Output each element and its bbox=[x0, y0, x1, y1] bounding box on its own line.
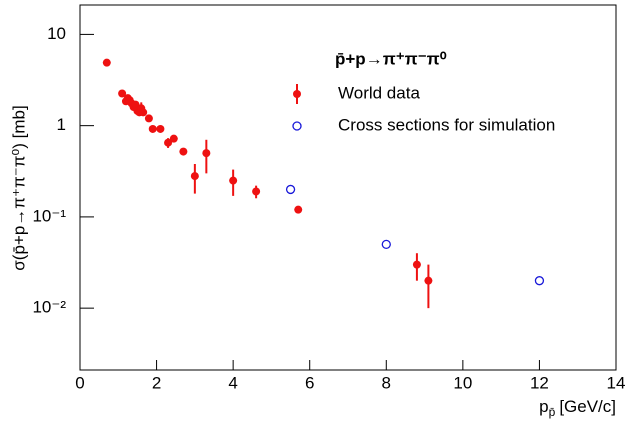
data-point bbox=[139, 108, 148, 117]
data-point bbox=[285, 184, 296, 195]
x-tick-label: 2 bbox=[152, 373, 161, 392]
data-point bbox=[169, 134, 178, 143]
data-point bbox=[179, 147, 188, 156]
y-axis-label: σ(p̄+p→π⁺π⁻π⁰) [mb] bbox=[9, 105, 28, 270]
data-point bbox=[534, 276, 545, 286]
data-point bbox=[202, 149, 211, 158]
y-tick-label: 10⁻² bbox=[32, 298, 66, 317]
data-point bbox=[118, 89, 127, 98]
data-point bbox=[102, 58, 111, 67]
x-tick-label: 12 bbox=[530, 373, 549, 392]
data-point bbox=[412, 260, 421, 269]
x-label-unit: [GeV/c] bbox=[559, 397, 616, 416]
x-tick-label: 4 bbox=[228, 373, 237, 392]
y-tick-label: 1 bbox=[57, 115, 66, 134]
data-point bbox=[424, 276, 433, 285]
data-point bbox=[144, 114, 153, 123]
legend-title: p̄+p→π⁺π⁻π⁰ bbox=[335, 49, 447, 68]
x-tick-label: 0 bbox=[75, 373, 84, 392]
x-tick-label: 8 bbox=[382, 373, 391, 392]
x-axis-label: pp̄ [GeV/c] bbox=[539, 397, 616, 419]
data-point bbox=[131, 100, 140, 109]
data-point bbox=[164, 138, 173, 147]
y-tick-label: 10 bbox=[47, 24, 66, 43]
legend-marker bbox=[292, 121, 302, 131]
legend-label: World data bbox=[338, 83, 420, 102]
legend-label: Cross sections for simulation bbox=[338, 115, 555, 134]
data-point bbox=[229, 176, 238, 185]
data-point bbox=[148, 124, 157, 133]
x-tick-label: 14 bbox=[607, 373, 626, 392]
data-point bbox=[294, 205, 303, 214]
legend-marker bbox=[293, 90, 301, 98]
y-tick-label: 10⁻¹ bbox=[32, 206, 66, 225]
data-point bbox=[156, 124, 165, 133]
data-point bbox=[190, 172, 199, 181]
x-tick-label: 6 bbox=[305, 373, 314, 392]
plot-frame bbox=[79, 4, 617, 371]
x-tick-label: 10 bbox=[453, 373, 472, 392]
data-point bbox=[252, 187, 261, 196]
x-label-sub: p̄ bbox=[549, 405, 556, 419]
x-label-main: p bbox=[539, 397, 548, 416]
data-point bbox=[381, 239, 391, 250]
